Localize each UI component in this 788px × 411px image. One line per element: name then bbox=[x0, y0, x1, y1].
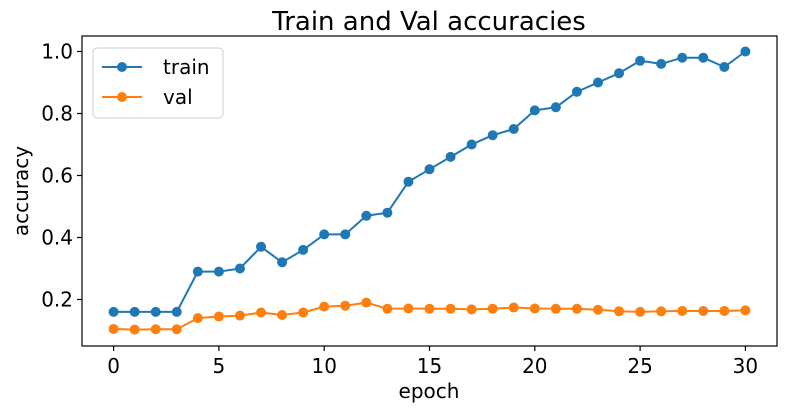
y-tick-label: 0.6 bbox=[41, 164, 73, 188]
data-point-train bbox=[445, 151, 456, 162]
data-point-train bbox=[719, 62, 730, 72]
data-point-val bbox=[487, 303, 498, 314]
x-tick-label: 0 bbox=[107, 354, 120, 378]
y-tick-label: 1.0 bbox=[41, 40, 73, 64]
data-point-train bbox=[508, 124, 519, 134]
legend: train val bbox=[92, 47, 224, 119]
data-point-train bbox=[108, 306, 119, 317]
data-point-train bbox=[192, 266, 203, 277]
x-tick-label: 30 bbox=[733, 354, 758, 378]
data-point-val bbox=[171, 324, 182, 335]
legend-train-label: train bbox=[163, 55, 210, 79]
data-point-val bbox=[256, 307, 267, 318]
y-axis-label: accuracy bbox=[9, 146, 33, 236]
data-point-train bbox=[129, 306, 140, 317]
data-point-val bbox=[192, 313, 203, 324]
x-tick-label: 20 bbox=[522, 354, 547, 378]
data-point-train bbox=[277, 257, 288, 268]
data-point-train bbox=[340, 229, 351, 240]
legend-val-label: val bbox=[163, 85, 193, 109]
x-axis-ticks: 0 5 10 15 20 25 30 bbox=[107, 346, 758, 378]
data-point-val bbox=[403, 303, 414, 314]
data-point-val bbox=[571, 303, 582, 314]
data-point-val bbox=[550, 303, 561, 314]
data-point-val bbox=[529, 303, 540, 314]
y-tick-label: 0.4 bbox=[41, 226, 73, 250]
x-axis-label: epoch bbox=[399, 379, 460, 403]
data-point-val bbox=[592, 304, 603, 315]
data-point-train bbox=[424, 164, 435, 175]
data-point-train bbox=[698, 52, 709, 63]
data-point-train bbox=[677, 52, 688, 63]
data-point-val bbox=[740, 305, 751, 316]
data-point-val bbox=[466, 304, 477, 315]
x-tick-label: 5 bbox=[213, 354, 226, 378]
data-point-val bbox=[298, 307, 309, 318]
data-point-val bbox=[424, 303, 435, 314]
data-point-train bbox=[614, 68, 625, 79]
data-point-val bbox=[382, 303, 393, 314]
data-point-val bbox=[150, 324, 161, 335]
chart-title: Train and Val accuracies bbox=[271, 7, 586, 37]
data-point-val bbox=[234, 310, 245, 321]
data-point-val bbox=[677, 305, 688, 316]
legend-val-marker bbox=[117, 92, 127, 102]
data-point-val bbox=[614, 306, 625, 317]
x-tick-label: 25 bbox=[627, 354, 652, 378]
data-point-train bbox=[256, 241, 267, 252]
data-point-train bbox=[740, 46, 751, 57]
x-tick-label: 10 bbox=[311, 354, 336, 378]
data-point-val bbox=[445, 303, 456, 314]
y-axis-ticks: 0.2 0.4 0.6 0.8 1.0 bbox=[41, 40, 82, 312]
data-point-val bbox=[319, 301, 330, 312]
data-point-train bbox=[529, 105, 540, 116]
series-layer bbox=[108, 46, 751, 335]
data-point-val bbox=[698, 305, 709, 316]
y-tick-label: 0.2 bbox=[41, 288, 73, 312]
data-point-train bbox=[171, 306, 182, 317]
data-point-train bbox=[466, 139, 477, 150]
data-point-val bbox=[656, 306, 667, 317]
data-point-train bbox=[592, 77, 603, 88]
legend-train-marker bbox=[117, 62, 127, 72]
data-point-val bbox=[635, 306, 646, 317]
data-point-val bbox=[277, 310, 288, 320]
data-point-train bbox=[487, 130, 498, 141]
data-point-train bbox=[403, 176, 414, 187]
data-point-val bbox=[340, 300, 351, 311]
data-point-val bbox=[129, 324, 140, 335]
data-point-train bbox=[550, 102, 561, 113]
data-point-val bbox=[508, 302, 519, 313]
data-point-train bbox=[635, 55, 646, 66]
data-point-train bbox=[213, 266, 224, 277]
data-point-train bbox=[298, 244, 309, 255]
data-point-val bbox=[108, 323, 119, 334]
data-point-train bbox=[571, 86, 582, 97]
data-point-train bbox=[382, 207, 393, 218]
data-point-train bbox=[361, 210, 372, 221]
data-point-train bbox=[234, 263, 245, 274]
data-point-train bbox=[656, 58, 667, 69]
data-point-val bbox=[719, 305, 730, 316]
data-point-train bbox=[319, 229, 330, 240]
y-tick-label: 0.8 bbox=[41, 102, 73, 126]
data-point-val bbox=[361, 297, 372, 308]
data-point-train bbox=[150, 306, 161, 317]
data-point-val bbox=[213, 311, 224, 322]
x-tick-label: 15 bbox=[417, 354, 442, 378]
